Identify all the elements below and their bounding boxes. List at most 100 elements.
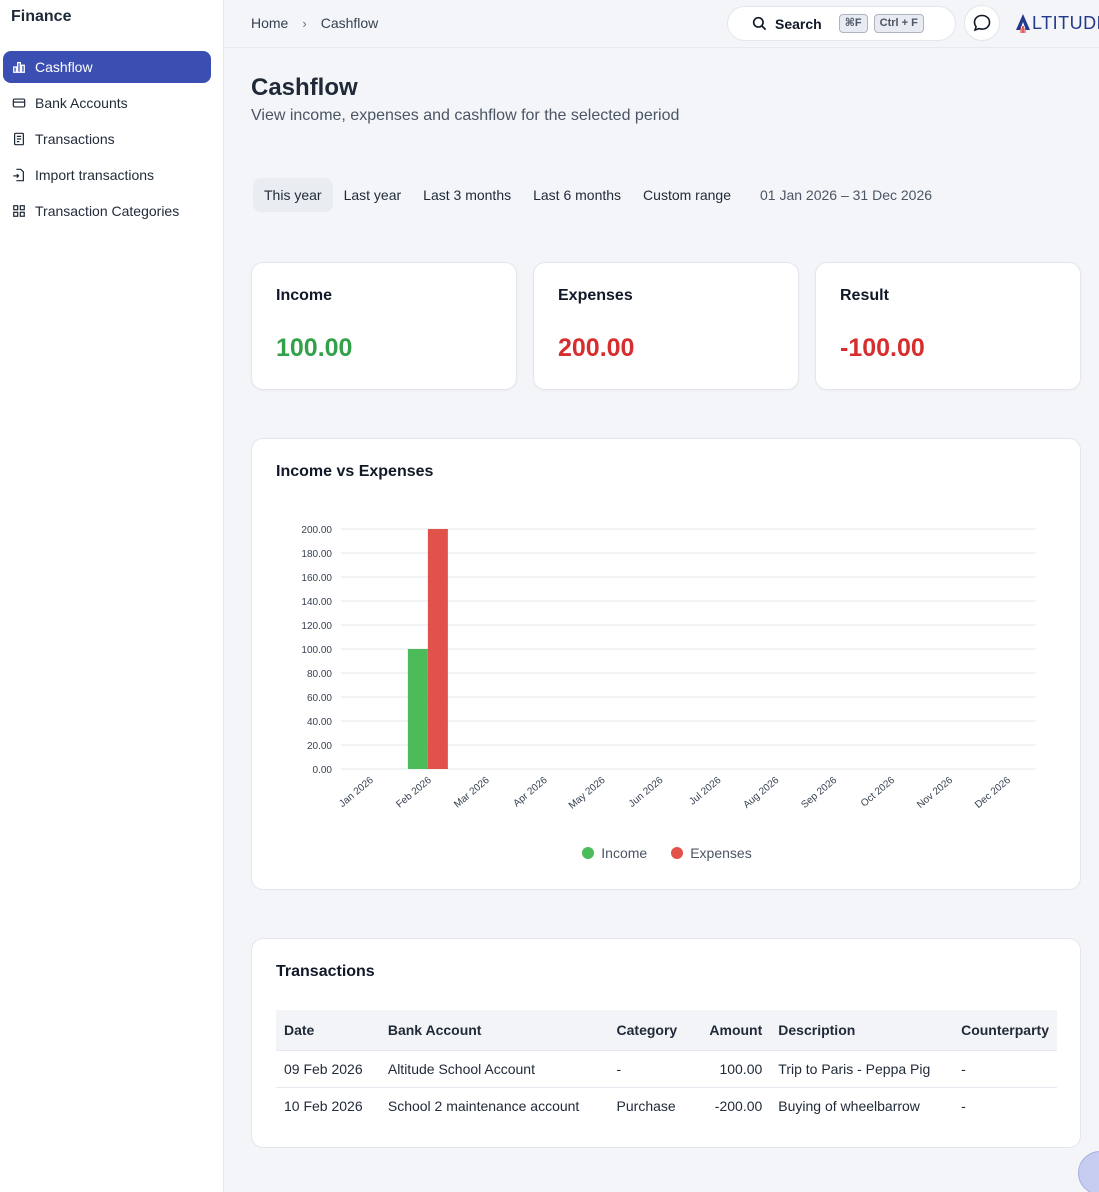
sidebar-item-transactions[interactable]: Transactions bbox=[3, 123, 211, 155]
chart-title: Income vs Expenses bbox=[276, 463, 434, 480]
period-custom-range[interactable]: Custom range bbox=[643, 187, 731, 203]
column-header-counterparty: Counterparty bbox=[953, 1010, 1057, 1050]
cell-category: Purchase bbox=[608, 1086, 694, 1124]
x-tick-label: Feb 2026 bbox=[394, 775, 434, 811]
x-tick-label: Jul 2026 bbox=[687, 775, 723, 808]
shortcut-mac: ⌘F bbox=[838, 14, 868, 33]
chat-bubble-icon bbox=[973, 14, 991, 32]
cell-amount: -200.00 bbox=[693, 1086, 771, 1124]
transactions-panel: Transactions Date Bank Account Category … bbox=[251, 938, 1081, 1148]
income-vs-expenses-panel: 0.00 20.00 40.00 60.00 80.00 100.00 120.00 140.… bbox=[251, 438, 1081, 890]
page-title: Cashflow bbox=[251, 74, 358, 101]
sidebar-item-label: Transaction Categories bbox=[35, 203, 180, 219]
sidebar-item-bank-accounts[interactable]: Bank Accounts bbox=[3, 87, 211, 119]
y-tick-label: 80.00 bbox=[307, 669, 332, 680]
breadcrumb-home[interactable]: Home bbox=[251, 15, 289, 31]
y-tick-label: 200.00 bbox=[301, 525, 332, 536]
x-tick-label: Apr 2026 bbox=[511, 775, 549, 810]
y-tick-label: 140.00 bbox=[301, 597, 332, 608]
chat-button[interactable] bbox=[964, 5, 1000, 41]
page-subtitle: View income, expenses and cashflow for t… bbox=[251, 107, 680, 124]
table-row[interactable]: 09 Feb 2026 Altitude School Account - 10… bbox=[276, 1049, 1057, 1087]
topbar: Home › Cashflow Search ⌘F Ctrl + F LTITU… bbox=[225, 0, 1099, 48]
x-tick-label: Sep 2026 bbox=[799, 775, 839, 811]
floating-chat-button[interactable] bbox=[1078, 1151, 1099, 1192]
column-header-category: Category bbox=[608, 1010, 694, 1050]
column-header-description: Description bbox=[770, 1010, 954, 1050]
cell-amount: 100.00 bbox=[693, 1049, 771, 1087]
sidebar-item-label: Cashflow bbox=[35, 59, 93, 75]
grid-icon bbox=[12, 204, 26, 218]
y-tick-label: 160.00 bbox=[301, 573, 332, 584]
chevron-right-icon: › bbox=[302, 15, 307, 31]
logo: LTITUDE bbox=[1015, 12, 1099, 34]
period-this-year[interactable]: This year bbox=[253, 178, 333, 212]
sidebar-item-label: Bank Accounts bbox=[35, 95, 128, 111]
y-tick-label: 0.00 bbox=[313, 765, 333, 776]
legend-item-expenses[interactable]: Expenses bbox=[671, 845, 752, 861]
period-last-year[interactable]: Last year bbox=[343, 187, 402, 203]
income-vs-expenses-chart: 0.00 20.00 40.00 60.00 80.00 100.00 120.00 140.… bbox=[301, 525, 1036, 812]
y-tick-label: 180.00 bbox=[301, 549, 332, 560]
y-tick-label: 40.00 bbox=[307, 717, 332, 728]
sidebar: Finance Cashflow Bank Accounts Transacti… bbox=[0, 0, 224, 1192]
legend-label-income: Income bbox=[601, 845, 648, 861]
file-import-icon bbox=[12, 168, 26, 182]
bar-chart-icon bbox=[12, 60, 26, 74]
search-icon bbox=[752, 16, 767, 31]
cell-category: - bbox=[608, 1049, 694, 1087]
legend-item-income[interactable]: Income bbox=[582, 845, 647, 861]
sidebar-item-transaction-categories[interactable]: Transaction Categories bbox=[3, 195, 211, 227]
y-tick-label: 20.00 bbox=[307, 741, 332, 752]
income-card: Income 100.00 bbox=[251, 262, 517, 390]
cell-bank-account: School 2 maintenance account bbox=[379, 1086, 609, 1124]
column-header-date: Date bbox=[276, 1010, 380, 1050]
transactions-table: Date Bank Account Category Amount Descri… bbox=[276, 1010, 1057, 1124]
column-header-amount: Amount bbox=[693, 1010, 771, 1050]
bar-expenses-feb-2026 bbox=[427, 529, 448, 769]
y-tick-label: 60.00 bbox=[307, 693, 332, 704]
period-last-6-months[interactable]: Last 6 months bbox=[533, 187, 622, 203]
cell-description: Buying of wheelbarrow bbox=[770, 1086, 954, 1124]
breadcrumb-current: Cashflow bbox=[320, 15, 379, 31]
expenses-card: Expenses 200.00 bbox=[533, 262, 799, 390]
period-range-text: 01 Jan 2026 – 31 Dec 2026 bbox=[759, 187, 933, 203]
altitude-logo-mark-icon bbox=[1016, 14, 1030, 33]
breadcrumb: Home › Cashflow bbox=[251, 15, 378, 31]
period-selector: This year Last year Last 3 months Last 6… bbox=[253, 178, 932, 212]
sidebar-item-cashflow[interactable]: Cashflow bbox=[3, 51, 211, 83]
cell-date: 10 Feb 2026 bbox=[276, 1086, 380, 1124]
expenses-label: Expenses bbox=[558, 287, 633, 304]
expenses-value: 200.00 bbox=[558, 334, 635, 362]
sidebar-nav: Cashflow Bank Accounts Transactions Impo… bbox=[3, 51, 211, 231]
legend-dot-expenses bbox=[671, 847, 684, 859]
transactions-title: Transactions bbox=[276, 963, 375, 980]
credit-card-icon bbox=[12, 96, 26, 110]
cell-date: 09 Feb 2026 bbox=[276, 1049, 380, 1087]
table-row[interactable]: 10 Feb 2026 School 2 maintenance account… bbox=[276, 1086, 1057, 1124]
x-tick-label: Oct 2026 bbox=[859, 775, 897, 810]
legend-dot-income bbox=[582, 847, 595, 859]
x-tick-label: Aug 2026 bbox=[741, 775, 781, 811]
legend-label-expenses: Expenses bbox=[690, 845, 752, 861]
period-last-3-months[interactable]: Last 3 months bbox=[423, 187, 512, 203]
sidebar-brand: Finance bbox=[11, 8, 72, 25]
search-label: Search bbox=[775, 15, 822, 32]
chart-legend: Income Expenses bbox=[252, 845, 1082, 861]
bar-income-feb-2026 bbox=[407, 649, 428, 769]
y-tick-label: 100.00 bbox=[301, 645, 332, 656]
sidebar-item-label: Import transactions bbox=[35, 167, 155, 183]
search-button[interactable]: Search ⌘F Ctrl + F bbox=[727, 6, 956, 41]
x-tick-label: Jun 2026 bbox=[627, 775, 666, 810]
summary-cards: Income 100.00 Expenses 200.00 Result -10… bbox=[251, 262, 1081, 390]
shortcut-win: Ctrl + F bbox=[873, 14, 924, 33]
logo-text: LTITUDE bbox=[1032, 12, 1099, 33]
income-label: Income bbox=[276, 287, 333, 304]
result-label: Result bbox=[840, 287, 889, 304]
x-tick-label: Nov 2026 bbox=[915, 775, 955, 811]
income-value: 100.00 bbox=[276, 334, 353, 362]
column-header-bank-account: Bank Account bbox=[379, 1010, 609, 1050]
x-tick-label: Jan 2026 bbox=[337, 775, 376, 810]
cell-counterparty: - bbox=[953, 1049, 1057, 1087]
sidebar-item-import-transactions[interactable]: Import transactions bbox=[3, 159, 211, 191]
